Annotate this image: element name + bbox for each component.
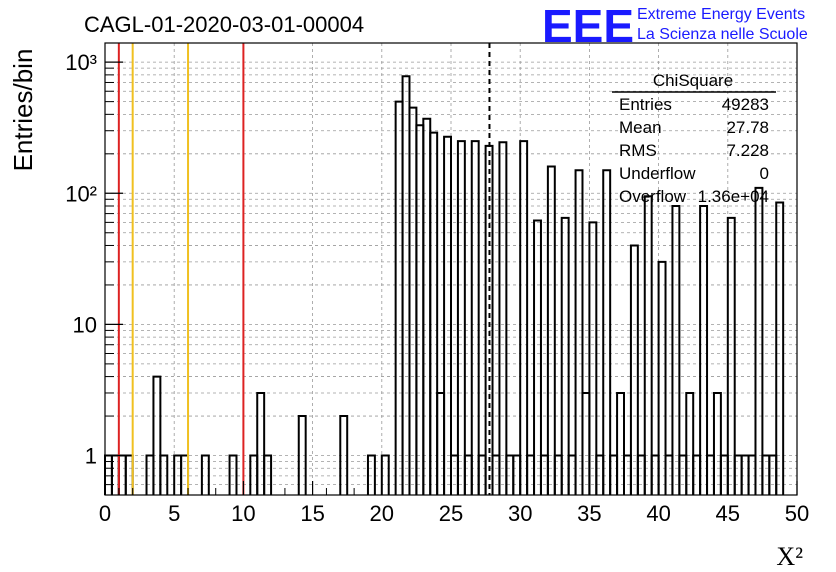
x-tick-label: 40 — [646, 501, 670, 526]
histogram-bin — [726, 216, 736, 495]
histogram-bin — [560, 216, 570, 495]
histogram-bin — [443, 135, 452, 495]
histogram-bin — [616, 391, 625, 495]
x-tick-label: 45 — [716, 501, 740, 526]
x-tick-label: 50 — [785, 501, 809, 526]
stats-value-overflow: 1.36e+04 — [698, 187, 769, 206]
histogram-bin — [533, 219, 542, 495]
x-axis-label: X² — [776, 542, 803, 571]
x-tick-label: 20 — [370, 501, 394, 526]
histogram-bin — [339, 415, 349, 495]
y-axis-label: Entries/bin — [8, 49, 38, 172]
histogram-bin — [152, 375, 162, 495]
y-tick-label: 1 — [85, 444, 97, 469]
histogram-bin — [256, 391, 266, 495]
axis-ticks: 0 5 10 15 20 25 30 35 40 45 50 1 10 10² 10³ — [65, 50, 809, 526]
histogram-bin — [436, 391, 446, 495]
histogram-bin — [429, 131, 439, 495]
stats-value-entries: 49283 — [722, 95, 769, 114]
stats-label-entries: Entries — [619, 95, 672, 114]
histogram-bin — [366, 454, 376, 495]
x-tick-label: 25 — [439, 501, 463, 526]
x-tick-label: 35 — [577, 501, 601, 526]
chart-title: CAGL-01-2020-03-01-00004 — [84, 12, 364, 37]
y-tick-label: 10 — [73, 312, 97, 337]
histogram-bin — [588, 221, 598, 495]
x-tick-label: 15 — [300, 501, 324, 526]
stats-label-underflow: Underflow — [619, 164, 696, 183]
histogram-bin — [754, 186, 764, 495]
x-tick-label: 0 — [99, 501, 111, 526]
histogram-bin — [643, 195, 653, 495]
histogram-bin — [415, 124, 425, 495]
histogram-bin — [498, 141, 508, 495]
x-tick-label: 10 — [231, 501, 255, 526]
histogram-bin — [408, 106, 418, 495]
stats-label-mean: Mean — [619, 118, 662, 137]
histogram-bin — [228, 454, 238, 495]
histogram-bin — [712, 391, 722, 495]
eee-logo: EEE Extreme Energy Events La Scienza nel… — [542, 0, 808, 52]
eee-logo-line2: La Scienza nelle Scuole — [637, 26, 808, 43]
histogram-bin — [581, 391, 591, 495]
y-tick-label: 10³ — [65, 50, 97, 75]
grid — [105, 43, 797, 495]
stats-value-underflow: 0 — [760, 164, 769, 183]
histogram-bin — [685, 391, 695, 495]
histogram-bin — [775, 201, 785, 495]
x-tick-label: 30 — [508, 501, 532, 526]
histogram-bin — [159, 454, 169, 495]
eee-logo-mark: EEE — [542, 0, 634, 52]
histogram-bin — [297, 415, 307, 495]
reference-lines — [117, 43, 491, 495]
histogram-bin — [546, 165, 556, 495]
stats-value-mean: 27.78 — [726, 118, 769, 137]
y-tick-label: 10² — [65, 181, 97, 206]
histogram-bin — [263, 454, 273, 495]
histogram-bin — [574, 169, 584, 495]
histogram-bin — [422, 117, 432, 495]
histogram-bin — [657, 260, 667, 495]
eee-logo-line1: Extreme Energy Events — [637, 6, 805, 23]
histogram-bin — [699, 204, 709, 495]
histogram-bin — [519, 140, 529, 495]
histogram-bin — [401, 75, 411, 495]
stats-label-rms: RMS — [619, 141, 657, 160]
stats-box: ChiSquare Entries 49283 Mean 27.78 RMS 7… — [612, 71, 776, 206]
histogram-bins — [104, 75, 785, 495]
histogram-bin — [629, 244, 639, 495]
stats-box-title: ChiSquare — [653, 71, 733, 90]
histogram-bin — [394, 100, 404, 495]
histogram-bin — [456, 140, 466, 495]
histogram-bin — [671, 204, 681, 495]
histogram-bin — [380, 454, 390, 495]
histogram-bin — [200, 454, 210, 495]
histogram-bin — [602, 169, 612, 495]
stats-value-rms: 7.228 — [726, 141, 769, 160]
histogram-bin — [470, 140, 480, 495]
stats-label-overflow: Overflow — [619, 187, 687, 206]
x-tick-label: 5 — [168, 501, 180, 526]
